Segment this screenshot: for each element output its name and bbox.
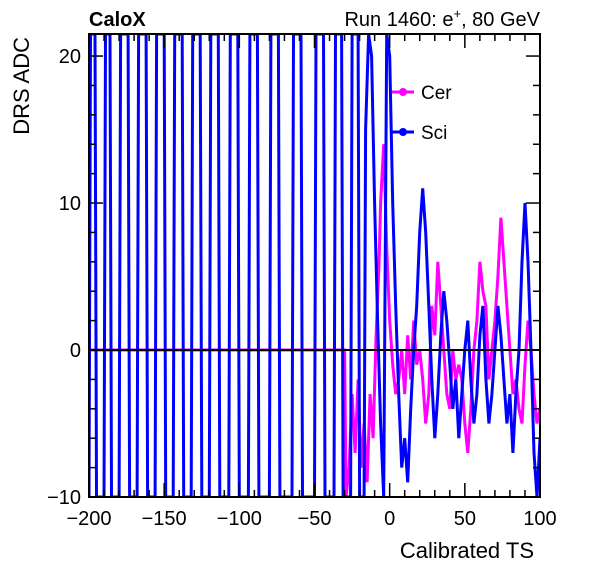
x-axis-title: Calibrated TS: [400, 538, 534, 563]
header-right-suffix: , 80 GeV: [461, 9, 541, 31]
y-tick-label: 10: [59, 193, 81, 215]
series-cer-line: [89, 144, 540, 497]
y-tick-label: 0: [70, 340, 81, 362]
x-tick-label: 0: [384, 508, 395, 530]
legend-sci-label: Sci: [421, 123, 447, 144]
y-tick-labels: −10 0 10 20: [47, 46, 81, 509]
y-axis-title: DRS ADC: [9, 37, 34, 135]
header-right-superscript: +: [453, 6, 461, 21]
x-tick-label: −150: [142, 508, 187, 530]
series-sci-line: [89, 34, 540, 497]
x-tick-label: −100: [217, 508, 262, 530]
x-tick-label: 50: [454, 508, 476, 530]
legend: Cer Sci: [392, 83, 452, 144]
series-layer: [89, 34, 540, 497]
chart-header-right: Run 1460: e+, 80 GeV: [344, 6, 540, 31]
x-tick-label: 100: [523, 508, 556, 530]
ticks-layer: [88, 34, 541, 498]
x-tick-labels: −200 −150 −100 −50 0 50 100: [66, 508, 556, 530]
legend-sci-marker: [399, 128, 407, 136]
y-tick-label: −10: [47, 487, 81, 509]
chart-header-left: CaloX: [89, 9, 146, 31]
header-right-prefix: Run 1460: e: [344, 9, 453, 31]
y-tick-label: 20: [59, 46, 81, 68]
x-tick-label: −50: [298, 508, 332, 530]
legend-cer-label: Cer: [421, 83, 452, 104]
legend-cer-marker: [399, 88, 407, 96]
x-tick-label: −200: [66, 508, 111, 530]
